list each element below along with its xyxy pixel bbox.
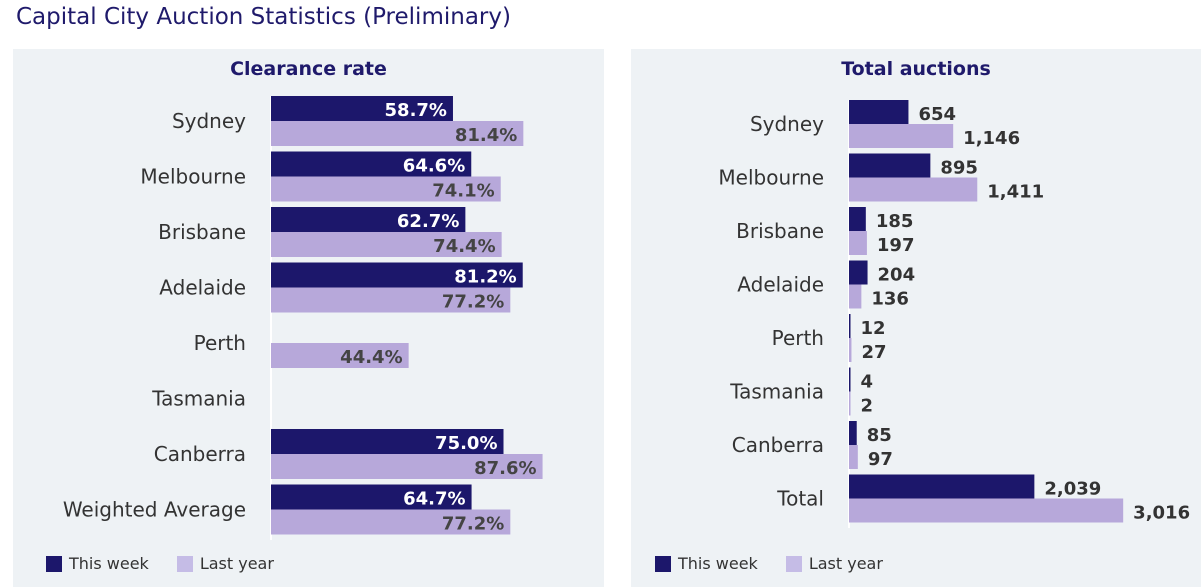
legend-label-last-year: Last year [808,554,883,573]
clearance-rate-chart: Sydney 58.7% 81.4% Melbourne 64.6% 74.1% Brisb… [63,96,543,540]
data-label-last-year-sydney: 81.4% [455,125,517,146]
data-label-this-week-canberra: 85 [867,425,892,446]
bar-last-year-melbourne [271,176,501,202]
data-label-last-year-brisbane: 197 [877,235,915,256]
data-label-last-year-perth: 44.4% [340,347,402,368]
legend-label-this-week: This week [678,554,758,573]
data-label-this-week-adelaide: 81.2% [454,267,516,288]
data-label-this-week-melbourne: 64.6% [403,156,465,177]
bar-this-week-melbourne [849,153,931,178]
legend-label-last-year: Last year [199,554,274,573]
data-label-last-year-melbourne: 74.1% [432,181,494,202]
legend-swatch-last-year [785,555,802,572]
legend-swatch-this-week [46,555,62,572]
category-label-adelaide: Adelaide [737,273,824,297]
data-label-this-week-tasmania: 4 [861,372,874,393]
bar-this-week-adelaide [271,262,523,288]
bar-this-week-brisbane [849,207,866,231]
category-label-sydney: Sydney [750,112,824,136]
category-label-sydney: Sydney [172,109,246,133]
category-label-weighted-average: Weighted Average [63,498,246,522]
bar-this-week-adelaide [849,260,868,285]
data-label-this-week-sydney: 58.7% [385,100,447,121]
category-label-brisbane: Brisbane [158,220,246,244]
category-label-canberra: Canberra [154,442,246,466]
bar-last-year-sydney [271,121,524,146]
total-auctions-legend: This week Last year [655,554,883,573]
data-label-last-year-canberra: 87.6% [474,458,536,479]
legend-swatch-last-year [176,555,193,572]
data-label-last-year-perth: 27 [861,342,886,363]
bar-this-week-weighted-average [271,484,472,510]
bar-this-week-tasmania [849,367,851,392]
bar-this-week-brisbane [271,207,466,232]
data-label-this-week-adelaide: 204 [878,265,916,286]
bar-last-year-tasmania [849,391,851,416]
bar-this-week-canberra [271,429,504,454]
category-label-perth: Perth [194,331,246,355]
data-label-this-week-perth: 12 [861,318,886,339]
legend-item-this-week: This week [655,554,758,573]
bar-last-year-perth [849,338,852,362]
data-label-last-year-weighted-average: 77.2% [442,514,504,535]
bar-this-week-perth [849,314,851,338]
bar-this-week-melbourne [271,151,472,177]
data-label-this-week-weighted-average: 64.7% [403,489,465,510]
bar-last-year-canberra [849,445,858,469]
total-auctions-panel: Total auctions Sydney 654 1,146 Melbourne 89… [631,49,1201,587]
data-label-last-year-melbourne: 1,411 [987,182,1044,203]
bar-last-year-adelaide [849,284,862,309]
bar-last-year-perth [271,343,409,368]
category-label-canberra: Canberra [732,433,824,457]
category-label-melbourne: Melbourne [718,166,824,190]
bar-last-year-total [849,498,1124,523]
bar-last-year-weighted-average [271,509,511,535]
total-auctions-title: Total auctions [841,58,991,80]
page-title: Capital City Auction Statistics (Prelimi… [16,4,511,30]
legend-item-last-year: Last year [176,554,274,573]
data-label-last-year-adelaide: 77.2% [442,292,504,313]
bar-last-year-melbourne [849,177,978,202]
data-label-this-week-brisbane: 62.7% [397,211,459,232]
category-label-tasmania: Tasmania [151,387,246,411]
bar-this-week-sydney [271,96,453,121]
data-label-last-year-brisbane: 74.4% [433,236,495,257]
bar-this-week-total [849,474,1035,499]
data-label-last-year-adelaide: 136 [871,289,909,310]
data-label-last-year-canberra: 97 [868,449,893,470]
data-label-this-week-brisbane: 185 [876,211,914,232]
bar-last-year-sydney [849,124,954,148]
clearance-rate-panel: Clearance rate Sydney 58.7% 81.4% Melbourne… [13,49,604,587]
bar-this-week-canberra [849,421,857,445]
legend-item-this-week: This week [46,554,149,573]
category-label-tasmania: Tasmania [729,380,824,404]
legend-item-last-year: Last year [785,554,883,573]
data-label-this-week-sydney: 654 [918,104,956,125]
clearance-rate-title: Clearance rate [230,58,387,80]
bar-this-week-sydney [849,100,909,124]
bar-last-year-brisbane [849,231,867,255]
legend-swatch-this-week [655,555,671,572]
category-label-perth: Perth [772,326,824,350]
bar-last-year-brisbane [271,232,502,257]
data-label-this-week-melbourne: 895 [940,158,978,179]
data-label-last-year-total: 3,016 [1133,503,1190,524]
bar-last-year-canberra [271,454,543,479]
category-label-brisbane: Brisbane [736,219,824,243]
category-label-melbourne: Melbourne [140,165,246,189]
data-label-last-year-sydney: 1,146 [963,128,1020,149]
clearance-rate-legend: This week Last year [46,554,274,573]
data-label-this-week-total: 2,039 [1044,479,1101,500]
data-label-last-year-tasmania: 2 [861,396,874,417]
bar-last-year-adelaide [271,287,511,313]
category-label-adelaide: Adelaide [159,276,246,300]
category-label-total: Total [776,487,824,511]
total-auctions-chart: Sydney 654 1,146 Melbourne 895 1,411 Brisbane 1… [718,100,1190,528]
legend-label-this-week: This week [69,554,149,573]
data-label-this-week-canberra: 75.0% [435,433,497,454]
